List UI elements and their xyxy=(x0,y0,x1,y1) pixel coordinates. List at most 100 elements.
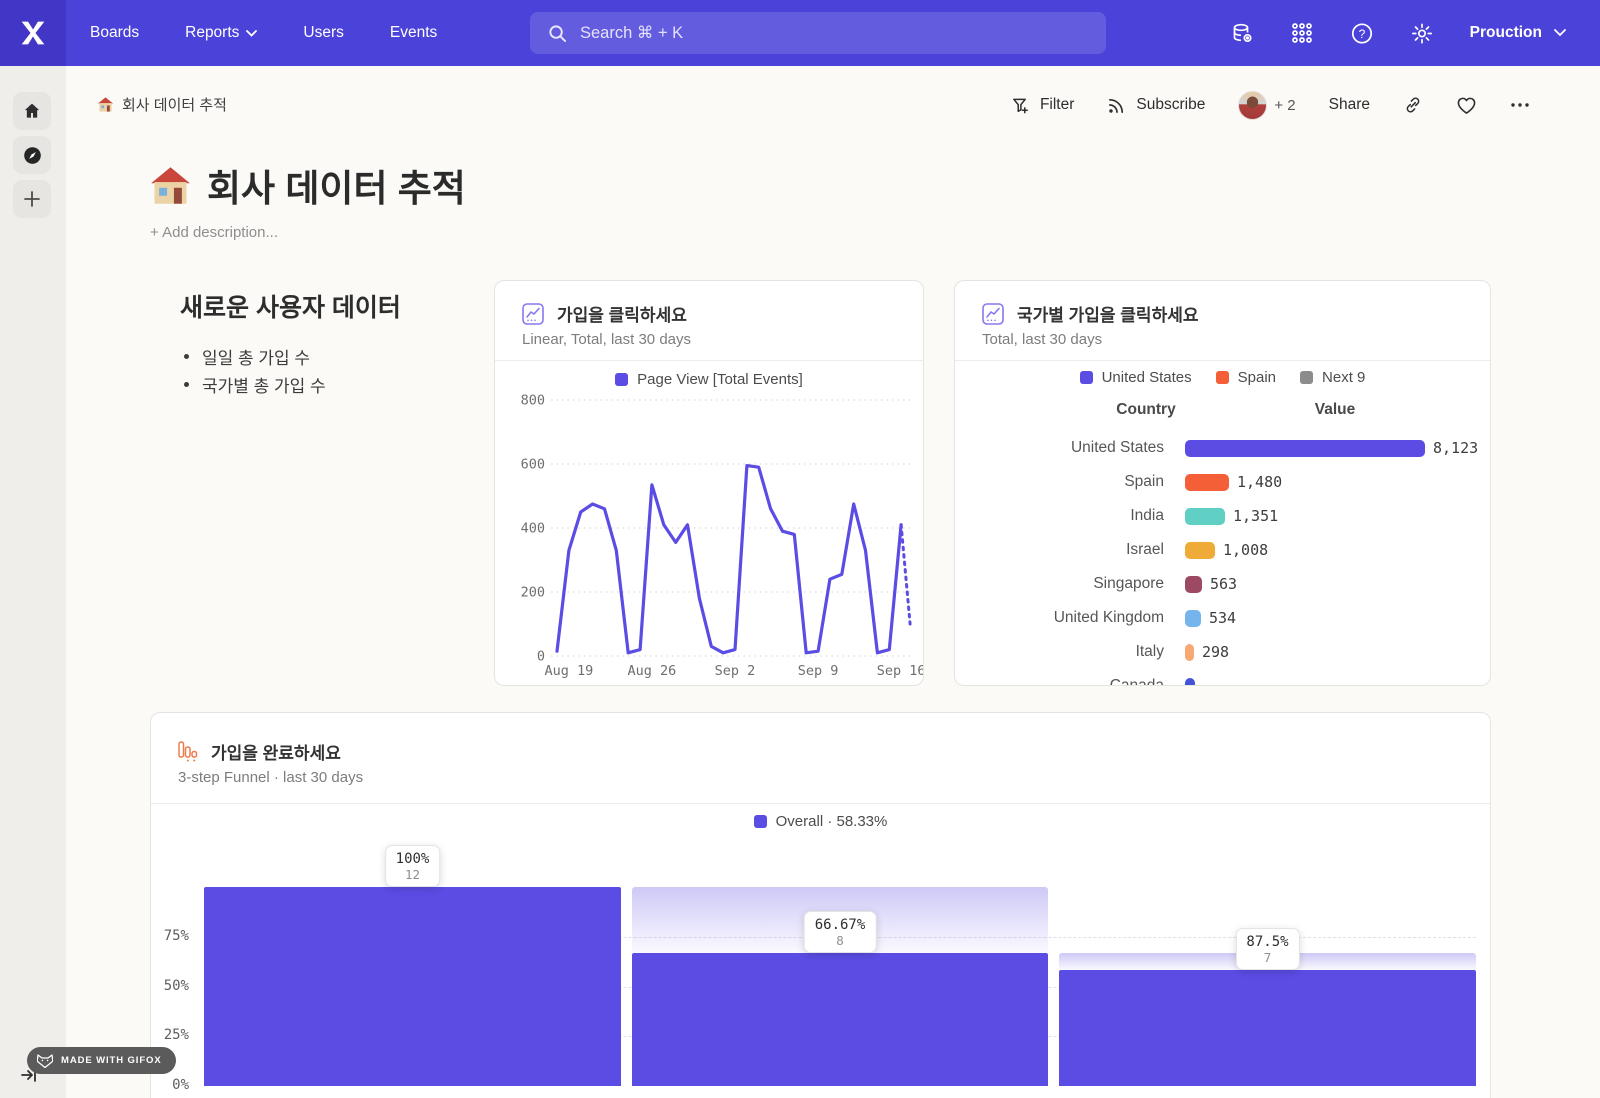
data-management-icon[interactable] xyxy=(1230,21,1254,45)
favorite-button[interactable] xyxy=(1456,96,1477,115)
country-value: 298 xyxy=(1202,643,1230,661)
country-legend-swatch xyxy=(1079,371,1093,384)
page-title: 회사 데이터 추적 xyxy=(150,158,466,212)
main-content: 회사 데이터 추적 Filter Subscribe + 2 Share xyxy=(66,66,1600,1098)
subscribe-button[interactable]: Subscribe xyxy=(1107,96,1205,115)
country-row[interactable]: Italy 298 xyxy=(955,635,1490,669)
country-row[interactable]: United Kingdom 534 xyxy=(955,601,1490,635)
compass-icon xyxy=(23,146,41,164)
card-title: 가입을 클릭하세요 xyxy=(557,306,687,325)
country-chart-legend[interactable]: United States Spain Next 9 xyxy=(955,369,1490,386)
y-axis-label: 0% xyxy=(172,1077,189,1093)
country-value: 1,351 xyxy=(1233,507,1279,525)
country-bar[interactable] xyxy=(1185,643,1194,661)
svg-text:600: 600 xyxy=(521,457,545,473)
country-row[interactable]: Canada xyxy=(955,669,1490,685)
ellipsis-icon xyxy=(1511,103,1529,107)
mixpanel-logo-icon xyxy=(21,21,45,45)
country-row[interactable]: Israel 1,008 xyxy=(955,533,1490,567)
add-board-button[interactable] xyxy=(13,180,51,218)
svg-text:0: 0 xyxy=(537,649,545,665)
collaborators[interactable]: + 2 xyxy=(1238,90,1296,120)
country-row[interactable]: Spain 1,480 xyxy=(955,465,1490,499)
home-button[interactable] xyxy=(13,92,51,130)
svg-text:400: 400 xyxy=(521,521,545,537)
card-title: 국가별 가입을 클릭하세요 xyxy=(1017,306,1199,325)
avatar xyxy=(1238,90,1268,120)
country-row[interactable]: Singapore 563 xyxy=(955,567,1490,601)
country-bar[interactable] xyxy=(1185,541,1215,559)
copy-link-button[interactable] xyxy=(1403,95,1423,115)
country-row[interactable]: United States 8,123 xyxy=(955,431,1490,465)
nav-item-reports[interactable]: Reports xyxy=(185,24,258,42)
country-legend-swatch xyxy=(1300,371,1314,384)
discover-button[interactable] xyxy=(13,136,51,174)
project-switcher[interactable]: Prouction xyxy=(1470,24,1566,42)
more-options-button[interactable] xyxy=(1510,102,1530,108)
y-axis-label: 75% xyxy=(163,927,189,944)
apps-grid-icon[interactable] xyxy=(1290,21,1314,45)
nav-item-users[interactable]: Users xyxy=(303,24,344,41)
board-actions: Filter Subscribe + 2 Share xyxy=(1011,88,1530,122)
share-button[interactable]: Share xyxy=(1328,96,1370,113)
text-block-list: 일일 총 가입 수 국가별 총 가입 수 xyxy=(184,342,326,398)
country-bar[interactable] xyxy=(1185,575,1202,593)
step-count: 7 xyxy=(1263,949,1272,965)
funnel-plot: 75% 50% 25% 0% 100% 12 66.67% 8 87.5% 7 xyxy=(151,713,1490,1098)
step-count: 8 xyxy=(836,933,844,949)
country-row[interactable]: India 1,351 xyxy=(955,499,1490,533)
svg-text:Sep 2: Sep 2 xyxy=(715,663,756,679)
column-header-value: Value xyxy=(1314,401,1356,418)
country-value: 534 xyxy=(1209,609,1237,627)
line-chart-card[interactable]: 가입을 클릭하세요 Linear, Total, last 30 days Pa… xyxy=(494,280,924,686)
plus-icon xyxy=(24,191,40,207)
breadcrumb[interactable]: 회사 데이터 추적 xyxy=(97,94,227,115)
svg-text:Aug 19: Aug 19 xyxy=(545,663,594,679)
funnel-legend[interactable]: Overall · 58.33% xyxy=(151,813,1490,830)
step-count: 12 xyxy=(404,867,421,882)
svg-text:?: ? xyxy=(1358,26,1365,40)
country-bar[interactable] xyxy=(1185,677,1195,685)
funnel-legend-swatch xyxy=(753,815,767,828)
line-chart-legend[interactable]: Page View [Total Events] xyxy=(495,371,923,388)
nav-item-boards[interactable]: Boards xyxy=(90,24,140,41)
search-icon xyxy=(549,24,567,42)
country-label: Israel xyxy=(1126,541,1164,558)
svg-text:800: 800 xyxy=(521,393,545,409)
card-subtitle: Total, last 30 days xyxy=(982,331,1103,348)
funnel-bar[interactable] xyxy=(632,953,1048,1086)
svg-text:Sep 9: Sep 9 xyxy=(798,663,839,679)
country-label: Spain xyxy=(1124,473,1164,490)
card-title: 가입을 완료하세요 xyxy=(211,744,341,763)
funnel-bar[interactable] xyxy=(204,887,621,1086)
country-bar[interactable] xyxy=(1185,609,1201,627)
nav-item-events[interactable]: Events xyxy=(389,24,438,41)
left-rail xyxy=(0,66,66,1098)
country-bar[interactable] xyxy=(1185,507,1225,525)
home-icon xyxy=(24,103,40,118)
country-bar[interactable] xyxy=(1185,473,1229,491)
search-input[interactable]: Search ⌘ + K xyxy=(530,12,1106,54)
link-icon xyxy=(1406,97,1420,113)
country-value: 563 xyxy=(1210,575,1238,593)
settings-gear-icon[interactable] xyxy=(1410,21,1434,45)
project-name: Prouction xyxy=(1469,24,1542,41)
help-icon[interactable]: ? xyxy=(1350,21,1374,45)
card-subtitle: Linear, Total, last 30 days xyxy=(522,331,691,348)
fox-icon xyxy=(37,1053,53,1068)
add-description-button[interactable]: + Add description... xyxy=(150,224,278,241)
step-conversion-pct: 100% xyxy=(395,851,430,867)
top-nav: Boards Reports Users Events Search ⌘ + K xyxy=(0,0,1600,66)
country-legend-swatch xyxy=(1215,371,1229,384)
gifox-badge[interactable]: MADE WITH GIFOX xyxy=(27,1047,176,1074)
funnel-bar[interactable] xyxy=(1059,969,1476,1086)
mixpanel-logo[interactable] xyxy=(0,0,66,66)
search-placeholder: Search ⌘ + K xyxy=(580,24,684,42)
country-bar[interactable] xyxy=(1185,439,1425,457)
svg-text:Sep 16: Sep 16 xyxy=(877,663,924,679)
funnel-step-tooltip: 87.5% 7 xyxy=(1235,927,1300,970)
country-bar-card[interactable]: 국가별 가입을 클릭하세요 Total, last 30 days United… xyxy=(954,280,1491,686)
svg-text:Aug 26: Aug 26 xyxy=(628,663,677,679)
filter-button[interactable]: Filter xyxy=(1011,96,1074,115)
funnel-card[interactable]: 가입을 완료하세요 3-step Funnel · last 30 days O… xyxy=(150,712,1491,1098)
